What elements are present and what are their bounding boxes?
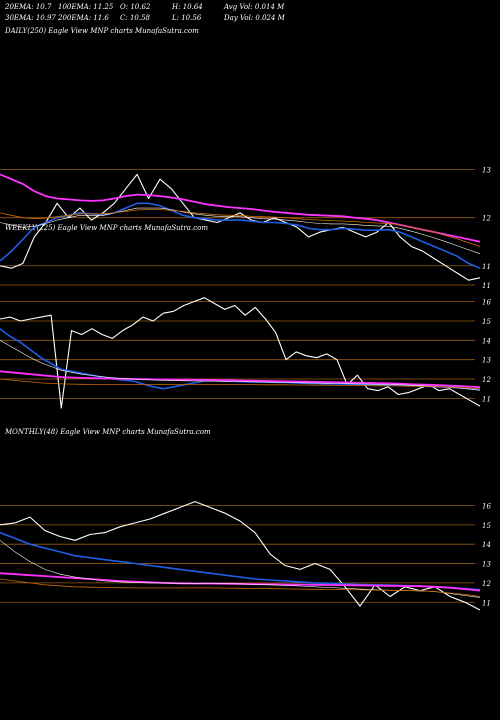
weekly-tick-label: 12 — [482, 215, 491, 223]
ema30-value: 30EMA: 10.97 — [5, 14, 56, 22]
weekly-ema_fast-line — [0, 173, 481, 243]
ema20-value: 20EMA: 10.7 — [5, 3, 52, 11]
daily-tick-label: 15 — [482, 318, 491, 326]
weekly-tick-label: 13 — [482, 167, 491, 175]
weekly-ema20-line — [0, 202, 481, 269]
open-value: O: 10.62 — [120, 3, 151, 11]
daily-tick-label: 11 — [482, 395, 491, 403]
monthly-tick-label: 13 — [482, 561, 491, 569]
daily-tick-label: 16 — [482, 299, 491, 307]
monthly-ema20-line — [0, 531, 481, 591]
weekly-panel-label: WEEKLY(225) Eagle View MNP charts Munafa… — [5, 224, 208, 232]
monthly-panel-label: MONTHLY(48) Eagle View MNP charts Munafa… — [5, 428, 211, 436]
high-value: H: 10.64 — [172, 3, 203, 11]
ema100-value: 100EMA: 11.25 — [58, 3, 114, 11]
weekly-price-line — [0, 173, 481, 281]
daily-ema_mid-line — [0, 340, 481, 391]
monthly-ema_orange-line — [0, 578, 481, 597]
monthly-tick-label: 11 — [482, 599, 491, 607]
daily-tick-label: 13 — [482, 357, 491, 365]
daily-ema_fast-line — [0, 370, 481, 389]
daily-ema_orange-line — [0, 378, 481, 390]
low-value: L: 10.56 — [172, 14, 202, 22]
ema200-value: 200EMA: 11.6 — [58, 14, 109, 22]
day-vol-value: Day Vol: 0.024 M — [224, 14, 285, 22]
monthly-ema_mid-line — [0, 540, 481, 598]
avg-vol-value: Avg Vol: 0.014 M — [224, 3, 285, 11]
weekly-ema_mid-line — [0, 207, 481, 254]
monthly-tick-label: 15 — [482, 522, 491, 530]
weekly-tick-label: 11 — [482, 282, 491, 290]
weekly-ema_orange-line — [0, 209, 481, 247]
monthly-tick-label: 16 — [482, 502, 491, 510]
daily-price-line — [0, 297, 481, 409]
monthly-tick-label: 12 — [482, 580, 491, 588]
daily-tick-label: 12 — [482, 376, 491, 384]
monthly-tick-label: 14 — [482, 541, 491, 549]
close-value: C: 10.58 — [120, 14, 150, 22]
daily-panel-label: DAILY(250) Eagle View MNP charts MunafaS… — [5, 27, 199, 35]
weekly-tick-label: 11 — [482, 263, 491, 271]
daily-tick-label: 14 — [482, 337, 491, 345]
